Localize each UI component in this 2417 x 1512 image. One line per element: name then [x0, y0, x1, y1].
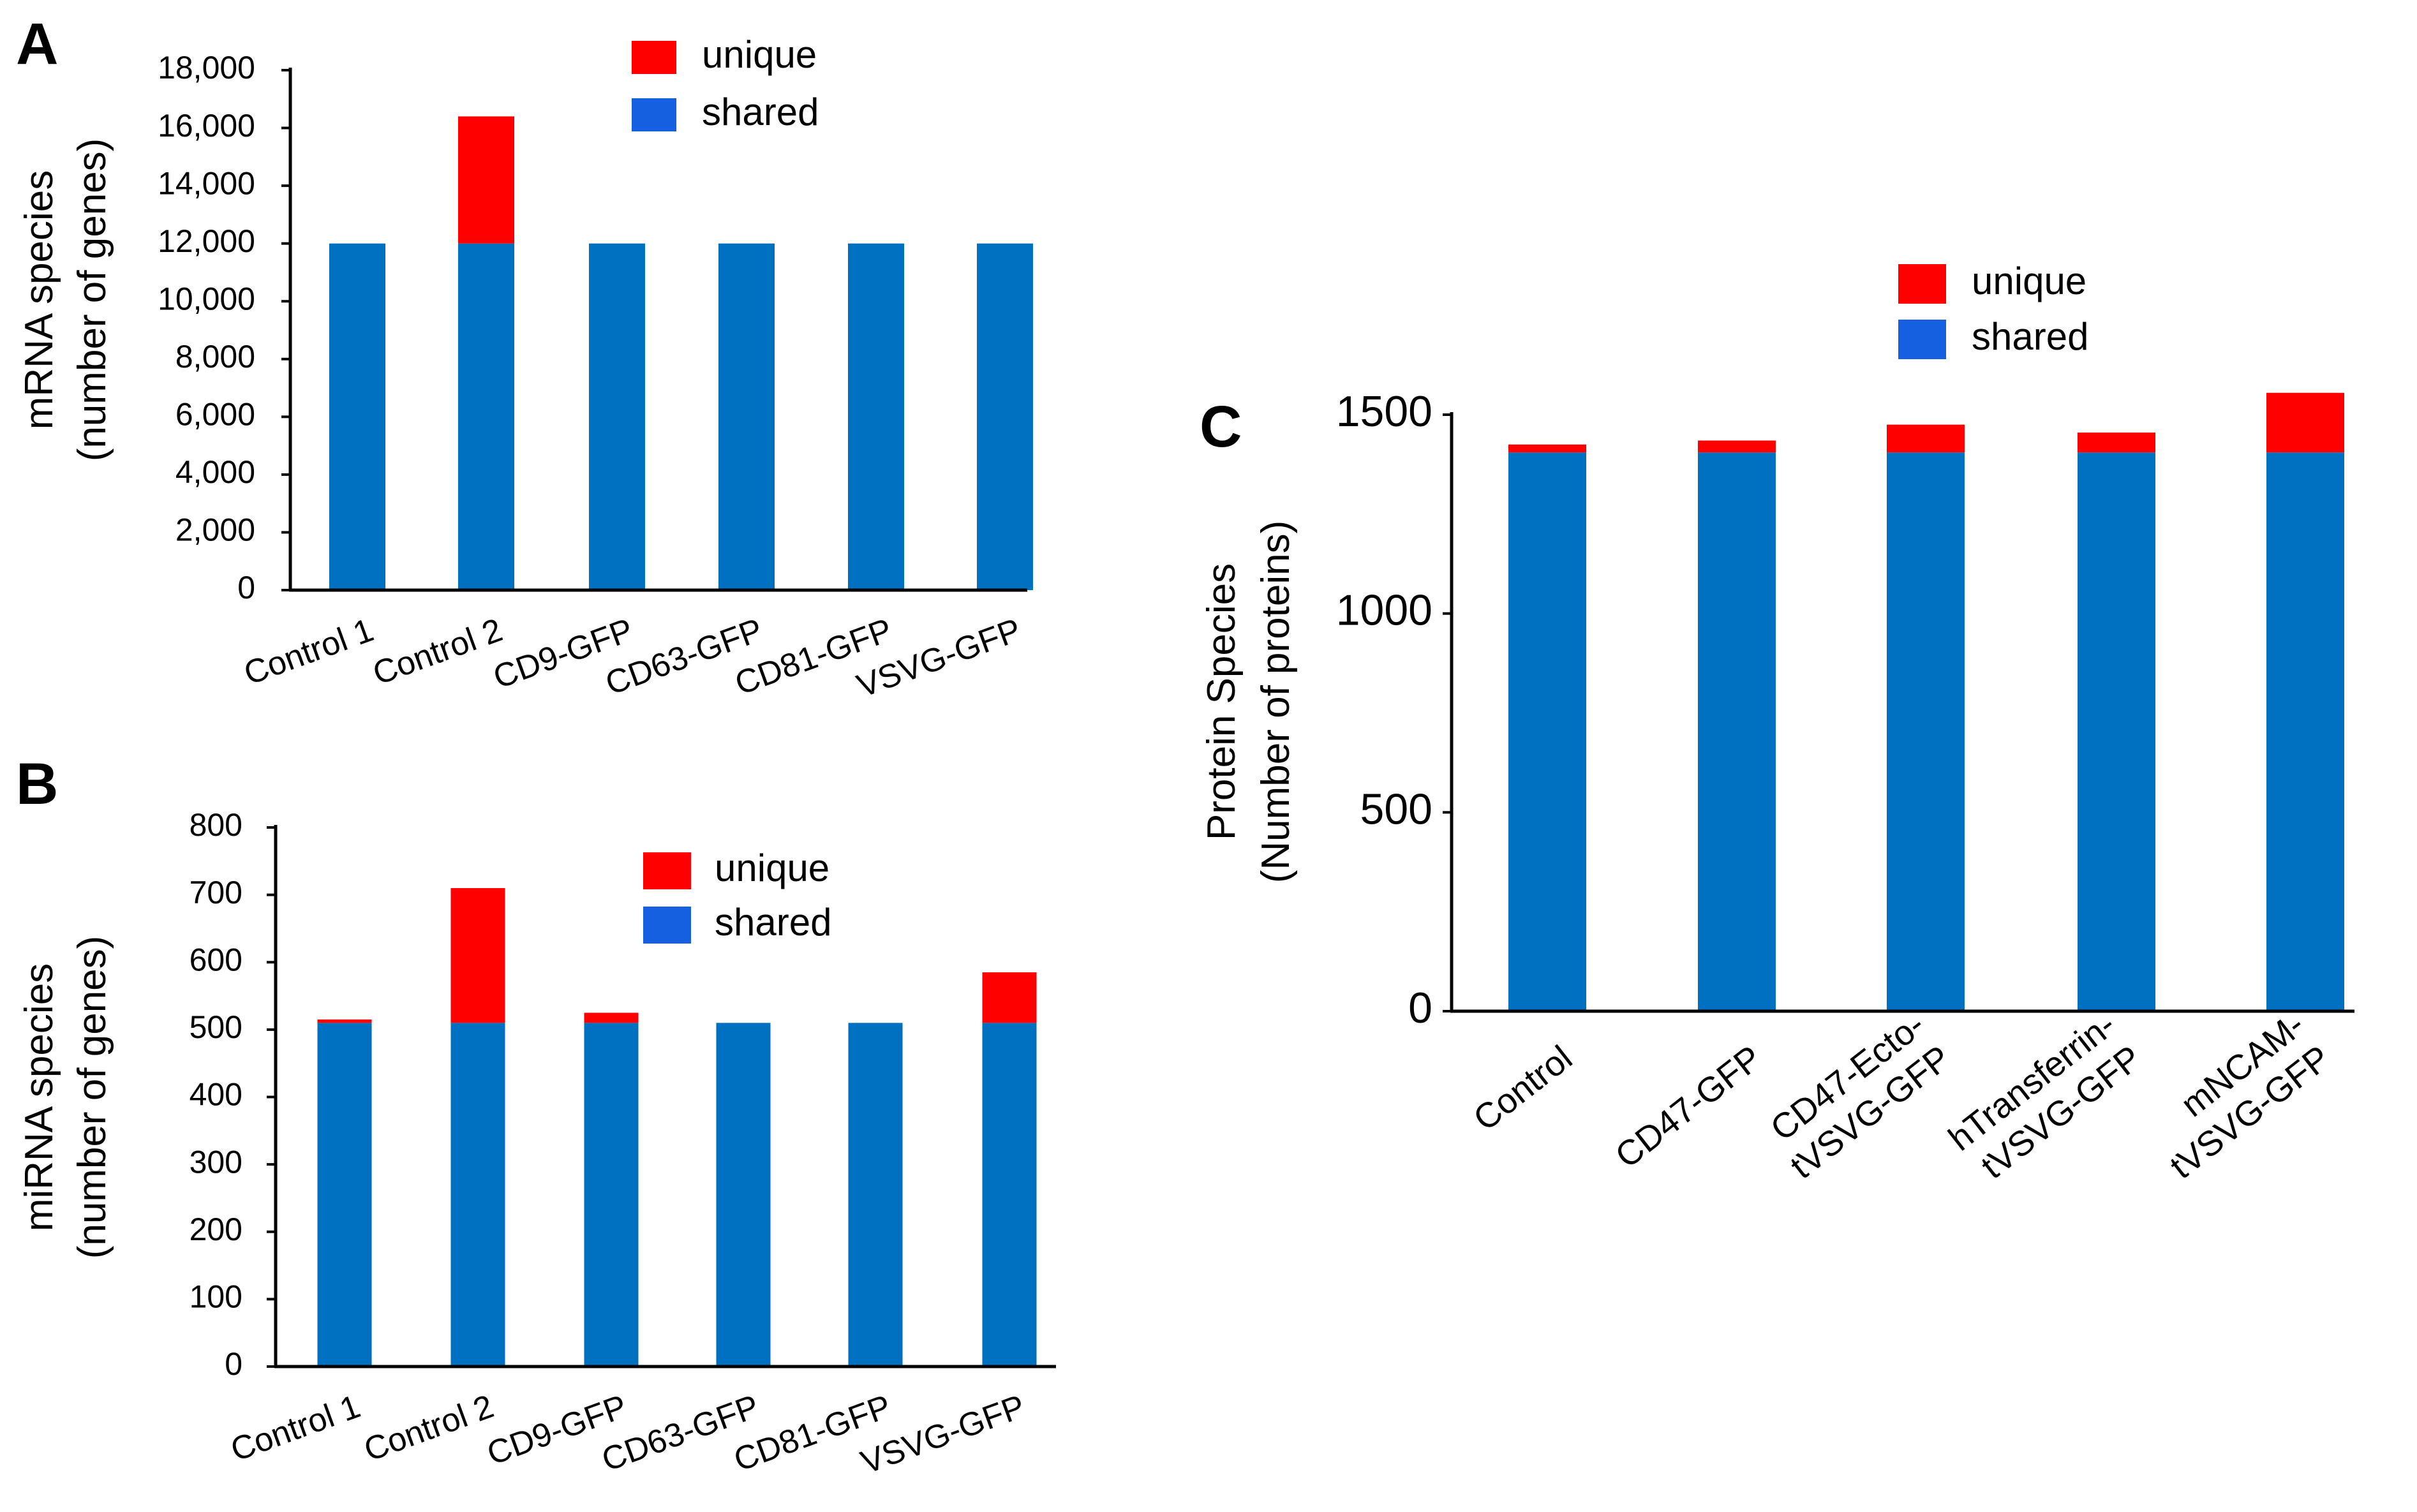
bar-unique-c-0 [1508, 444, 1586, 453]
legend-label-shared: shared [715, 901, 831, 944]
chart-a: A 0 2,000 4,000 6,000 8,000 10,000 12,000 14,000… [16, 11, 1033, 705]
bar-unique-c-4 [2266, 392, 2344, 453]
bar-shared-c-3 [2078, 452, 2155, 1011]
bar-shared-c-1 [1698, 452, 1776, 1011]
x-tick-label: Control 1 [226, 1388, 365, 1469]
y-axis-title-line1: Protein Species [1200, 563, 1244, 840]
y-axis-title-line2: (Number of proteins) [1254, 521, 1298, 884]
y-tick-label: 300 [190, 1144, 242, 1180]
y-axis-title-line1: mRNA species [17, 170, 61, 430]
bar-shared-b-3 [716, 1023, 771, 1367]
y-tick-label: 16,000 [158, 108, 255, 144]
legend-swatch-shared [632, 98, 676, 131]
y-tick-label: 800 [190, 807, 242, 843]
bar-shared-a-1 [458, 243, 514, 591]
bar-unique-b-5 [982, 972, 1037, 1023]
bar-shared-c-4 [2266, 452, 2344, 1011]
chart-b: B 0 100 200 300 400 500 600 700 800 Control 1Contr… [16, 752, 1056, 1481]
x-tick-label-line: Control [1466, 1037, 1579, 1138]
legend-label-unique: unique [702, 33, 817, 76]
y-tick-label: 1500 [1336, 387, 1432, 436]
x-tick-label: Control 2 [359, 1388, 498, 1469]
legend-swatch-shared [1898, 320, 1946, 359]
legend-swatch-unique [1898, 264, 1946, 304]
x-tick-label: mNCAM-tVSVG-GFP [2162, 1004, 2337, 1186]
bar-unique-b-0 [317, 1019, 372, 1023]
panel-label-a: A [16, 11, 58, 77]
bar-shared-a-5 [977, 243, 1033, 591]
y-tick-label: 600 [190, 942, 242, 977]
y-tick-label: 700 [190, 875, 242, 910]
x-tick-label-line: Control 1 [239, 612, 378, 693]
bar-shared-c-2 [1887, 452, 1965, 1011]
legend: unique shared [1898, 260, 2088, 359]
y-axis-title-line2: (number of genes) [70, 936, 114, 1259]
bar-unique-c-2 [1887, 424, 1965, 453]
bar-shared-b-1 [450, 1023, 505, 1367]
x-tick-label: hTransferrin-tVSVG-GFP [1941, 1004, 2148, 1186]
legend-label-shared: shared [702, 91, 819, 133]
y-tick-label: 10,000 [158, 281, 255, 316]
legend-label-shared: shared [1972, 315, 2088, 358]
y-tick-label: 0 [225, 1346, 242, 1382]
x-tick-label: Control [1466, 1037, 1579, 1138]
y-axis-title-line2: (number of genes) [70, 138, 114, 462]
y-tick-label: 400 [190, 1077, 242, 1113]
legend-label-unique: unique [715, 847, 829, 889]
legend-label-unique: unique [1972, 260, 2086, 302]
bar-shared-b-4 [848, 1023, 903, 1367]
legend: unique shared [632, 33, 819, 133]
y-tick-label: 500 [1360, 785, 1432, 833]
x-tick-label: Control 2 [368, 612, 507, 693]
bar-unique-a-1 [458, 116, 514, 244]
x-tick-label-line: CD47-GFP [1608, 1037, 1769, 1175]
bar-shared-b-5 [982, 1023, 1037, 1367]
x-tick-label: CD47-GFP [1608, 1037, 1769, 1175]
bar-unique-c-1 [1698, 440, 1776, 453]
y-axis-title-line1: miRNA species [17, 963, 61, 1231]
legend: unique shared [643, 847, 831, 944]
y-tick-label: 4,000 [175, 454, 255, 490]
panel-label-b: B [16, 752, 58, 817]
x-tick-label: Control 1 [239, 612, 378, 693]
bar-shared-a-3 [718, 243, 775, 591]
x-tick-label-line: Control 2 [368, 612, 507, 693]
panel-label-c: C [1200, 394, 1242, 459]
bar-shared-b-2 [584, 1023, 639, 1367]
bar-shared-a-0 [329, 243, 385, 591]
bar-unique-b-1 [450, 888, 505, 1023]
x-tick-label: CD47-Ecto-tVSVG-GFP [1763, 1004, 1958, 1186]
bar-unique-c-3 [2078, 433, 2155, 453]
bar-unique-b-2 [584, 1012, 639, 1023]
chart-c: C 0 500 1000 1500 Control CD47-GFPCD47-Ecto-tV… [1200, 260, 2354, 1187]
y-tick-label: 12,000 [158, 223, 255, 259]
legend-swatch-unique [643, 852, 691, 889]
x-tick-label-line: Control 1 [226, 1388, 365, 1469]
legend-swatch-shared [643, 907, 691, 944]
y-tick-label: 200 [190, 1212, 242, 1247]
x-tick-label-line: Control 2 [359, 1388, 498, 1469]
y-tick-label: 0 [1408, 984, 1432, 1032]
y-tick-label: 100 [190, 1279, 242, 1315]
y-tick-label: 6,000 [175, 397, 255, 433]
y-tick-label: 0 [237, 570, 255, 605]
y-tick-label: 14,000 [158, 165, 255, 201]
y-tick-label: 1000 [1336, 586, 1432, 635]
y-tick-label: 500 [190, 1009, 242, 1045]
y-tick-label: 18,000 [158, 50, 255, 85]
bar-shared-a-4 [848, 243, 904, 591]
bar-shared-a-2 [589, 243, 645, 591]
bar-shared-b-0 [317, 1023, 372, 1367]
bar-shared-c-0 [1508, 452, 1586, 1011]
legend-swatch-unique [632, 41, 676, 74]
y-tick-label: 8,000 [175, 339, 255, 374]
y-tick-label: 2,000 [175, 512, 255, 548]
